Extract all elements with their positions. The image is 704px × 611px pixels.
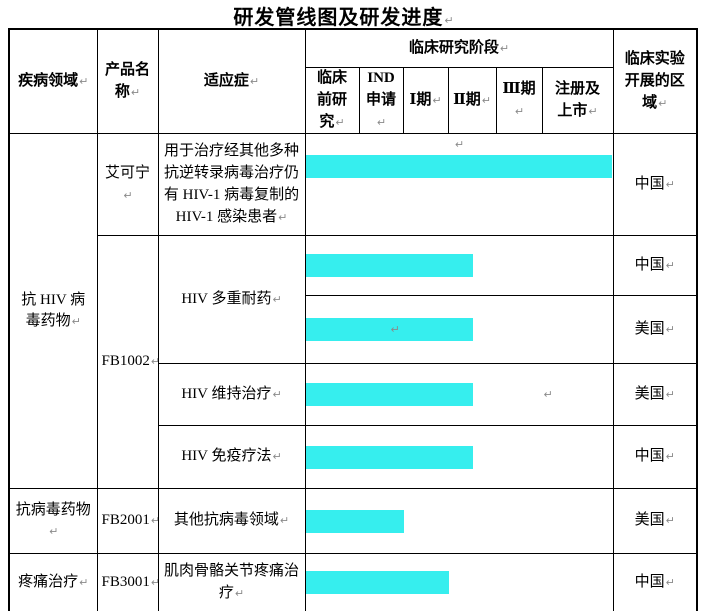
- paragraph-mark-icon: ↵: [79, 575, 89, 589]
- page-title: 研发管线图及研发进度↵: [0, 1, 688, 30]
- paragraph-mark-icon: ↵: [665, 514, 675, 528]
- stage-progress-cell: [304, 235, 614, 297]
- region-cell: 美国↵: [612, 295, 698, 365]
- paragraph-mark-icon: ↵: [454, 138, 465, 152]
- region-cell: 中国↵: [612, 133, 698, 237]
- stage-progress-cell: ↵: [304, 295, 614, 365]
- col-header-stage-phase2: Ⅱ期↵: [447, 66, 497, 135]
- indication-cell: HIV 免疫疗法↵: [157, 425, 306, 490]
- indication-cell: 肌肉骨骼关节疼痛治疗↵: [157, 553, 306, 611]
- progress-bar: [306, 445, 473, 469]
- paragraph-mark-icon: ↵: [151, 514, 157, 527]
- progress-bar: [306, 571, 449, 595]
- disease-cell: 疼痛治疗↵: [8, 553, 98, 611]
- paragraph-mark-icon: ↵: [481, 93, 491, 107]
- col-header-stage-phase1: Ⅰ期↵: [402, 66, 449, 135]
- pipeline-table: 疾病领域↵ 产品名 称↵ 适应症↵ 临床研究阶段↵ 临床实验 开展的区 域↵ 临…: [8, 28, 699, 611]
- paragraph-mark-icon: ↵: [665, 177, 675, 191]
- paragraph-mark-icon: ↵: [335, 115, 345, 129]
- col-header-disease: 疾病领域↵: [8, 28, 98, 135]
- paragraph-mark-icon: ↵: [272, 292, 282, 306]
- col-header-region: 临床实验 开展的区 域↵: [612, 28, 698, 135]
- paragraph-mark-icon: ↵: [279, 514, 290, 528]
- paragraph-mark-icon: ↵: [588, 104, 598, 118]
- progress-bar: [306, 318, 473, 342]
- progress-bar: [306, 509, 404, 533]
- paragraph-mark-icon: ↵: [71, 315, 81, 329]
- table-row: 抗病毒药物↵ FB2001↵ 其他抗病毒领域↵ 美国↵: [8, 488, 698, 555]
- stage-progress-cell: ↵: [304, 363, 614, 427]
- paragraph-mark-icon: ↵: [272, 387, 282, 401]
- paragraph-mark-icon: ↵: [376, 115, 387, 129]
- disease-cell: 抗病毒药物↵: [8, 488, 98, 555]
- paragraph-mark-icon: ↵: [514, 104, 525, 118]
- region-cell: 美国↵: [612, 363, 698, 427]
- paragraph-mark-icon: ↵: [665, 387, 675, 401]
- table-row: FB1002↵ HIV 多重耐药↵ 中国↵: [9, 235, 698, 490]
- paragraph-mark-icon: ↵: [665, 258, 675, 272]
- paragraph-mark-icon: ↵: [249, 74, 260, 88]
- table-row: HIV 维持治疗↵ ↵ 美国↵: [9, 363, 698, 427]
- progress-bar: [306, 254, 473, 278]
- paragraph-mark-icon: ↵: [130, 85, 141, 99]
- paragraph-mark-icon: ↵: [79, 74, 89, 88]
- empty-paragraph-line: ↵: [306, 135, 612, 156]
- product-cell: 艾可宁↵: [96, 133, 159, 237]
- paragraph-mark-icon: ↵: [272, 450, 282, 464]
- region-cell: 中国↵: [612, 235, 698, 297]
- indication-cell: HIV 多重耐药↵: [157, 235, 306, 365]
- col-header-indication: 适应症↵: [157, 28, 306, 135]
- header-row-2: 临床 前研 究↵ IND 申请↵ Ⅰ期↵ Ⅱ期↵ Ⅲ期↵ 注册及 上市↵: [9, 66, 697, 135]
- stage-progress-cell: ↵: [304, 133, 614, 237]
- paragraph-mark-icon: ↵: [543, 387, 553, 401]
- product-cell: FB1002↵: [96, 235, 159, 490]
- indication-cell: 用于治疗经其他多种抗逆转录病毒治疗仍有 HIV-1 病毒复制的 HIV-1 感染…: [157, 133, 306, 237]
- col-header-product: 产品名 称↵: [96, 28, 159, 135]
- indication-cell: HIV 维持治疗↵: [157, 363, 306, 427]
- paragraph-mark-icon: ↵: [432, 93, 442, 107]
- region-cell: 中国↵: [612, 553, 698, 611]
- header-row-1: 疾病领域↵ 产品名 称↵ 适应症↵ 临床研究阶段↵ 临床实验 开展的区 域↵: [8, 28, 698, 135]
- paragraph-mark-icon: ↵: [151, 576, 157, 589]
- region-cell: 美国↵: [612, 488, 698, 555]
- col-header-stage-preclinical: 临床 前研 究↵: [304, 66, 360, 135]
- product-cell: FB3001↵: [96, 553, 159, 611]
- table-row: 抗 HIV 病毒药物↵ 艾可宁↵ 用于治疗经其他多种抗逆转录病毒治疗仍有 HIV…: [8, 133, 698, 490]
- paragraph-mark-icon: ↵: [444, 14, 455, 27]
- paragraph-mark-icon: ↵: [234, 586, 245, 600]
- progress-bar: [306, 155, 612, 179]
- paragraph-mark-icon: ↵: [151, 355, 157, 368]
- disease-cell: 抗 HIV 病毒药物↵: [8, 133, 98, 490]
- progress-bar: [306, 383, 473, 407]
- col-header-stage-group: 临床研究阶段↵: [304, 28, 614, 68]
- paragraph-mark-icon: ↵: [499, 41, 510, 55]
- col-header-stage-phase3: Ⅲ期↵: [495, 66, 543, 135]
- paragraph-mark-icon: ↵: [665, 575, 675, 589]
- paragraph-mark-icon: ↵: [665, 450, 675, 464]
- product-cell: FB2001↵: [96, 488, 159, 555]
- col-header-stage-ind: IND 申请↵: [358, 66, 404, 135]
- table-row: 疼痛治疗↵ FB3001↵ 肌肉骨骼关节疼痛治疗↵ 中国↵: [8, 553, 698, 611]
- paragraph-mark-icon: ↵: [123, 188, 133, 202]
- region-cell: 中国↵: [612, 425, 698, 490]
- stage-progress-cell: [304, 425, 614, 490]
- indication-cell: 其他抗病毒领域↵: [157, 488, 306, 555]
- paragraph-mark-icon: ↵: [390, 322, 400, 336]
- paragraph-mark-icon: ↵: [49, 525, 59, 539]
- table-row: ↵ 美国↵: [9, 295, 698, 365]
- stage-progress-cell: [304, 488, 614, 555]
- paragraph-mark-icon: ↵: [658, 96, 668, 110]
- page-title-text: 研发管线图及研发进度: [233, 7, 444, 29]
- col-header-stage-registration: 注册及 上市↵: [541, 66, 614, 135]
- paragraph-mark-icon: ↵: [278, 210, 288, 224]
- stage-progress-cell: [304, 553, 614, 611]
- paragraph-mark-icon: ↵: [665, 322, 675, 336]
